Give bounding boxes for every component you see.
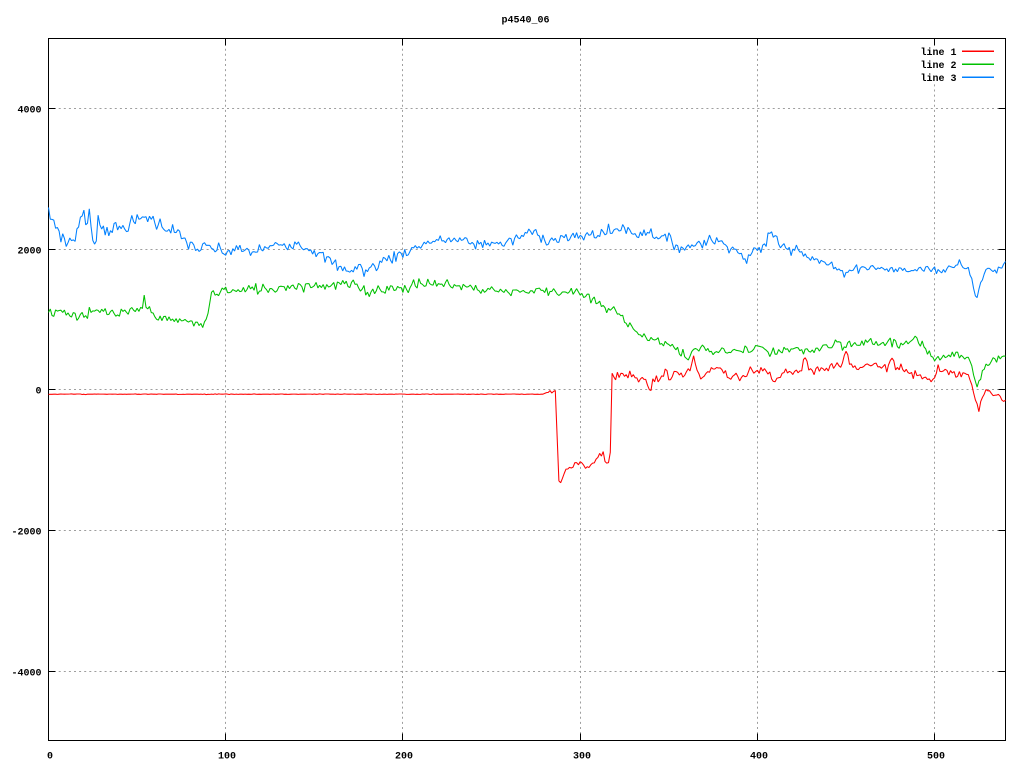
svg-text:2000: 2000 (17, 247, 41, 258)
svg-text:p4540_06: p4540_06 (501, 15, 549, 26)
svg-text:200: 200 (395, 752, 413, 763)
svg-text:100: 100 (218, 752, 236, 763)
svg-text:line 1: line 1 (920, 47, 956, 59)
svg-text:line 3: line 3 (920, 73, 956, 85)
svg-text:400: 400 (750, 752, 768, 763)
svg-text:-4000: -4000 (11, 669, 41, 680)
svg-text:-2000: -2000 (11, 528, 41, 539)
svg-text:500: 500 (927, 752, 945, 763)
svg-text:4000: 4000 (17, 106, 41, 117)
svg-text:0: 0 (35, 387, 41, 398)
svg-text:0: 0 (47, 752, 53, 763)
svg-text:300: 300 (573, 752, 591, 763)
svg-text:line 2: line 2 (920, 60, 956, 72)
